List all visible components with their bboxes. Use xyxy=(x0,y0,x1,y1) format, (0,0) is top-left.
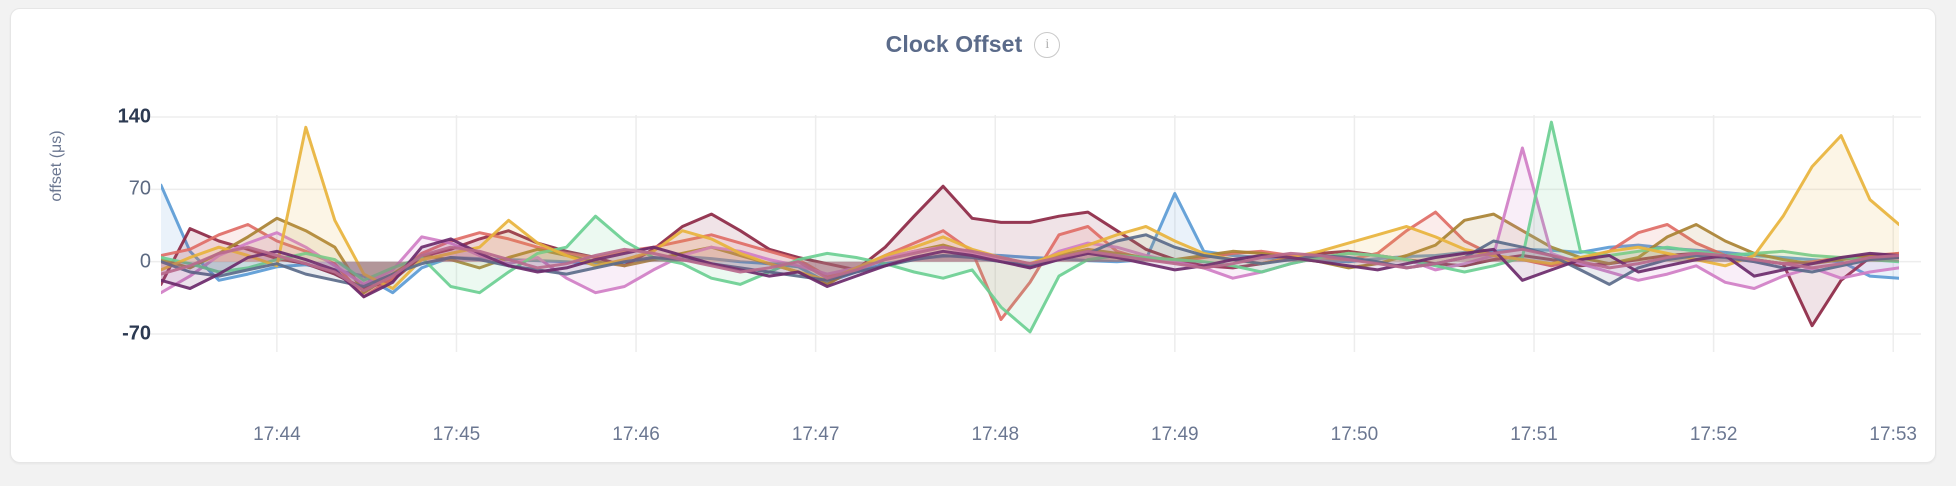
clock-offset-line-chart xyxy=(147,115,1921,352)
x-tick-label: 17:53 xyxy=(1869,424,1917,445)
y-tick-label: 70 xyxy=(128,177,151,200)
x-tick-label: 17:49 xyxy=(1151,424,1199,445)
x-tick-label: 17:45 xyxy=(432,424,481,445)
x-tick-label: 17:50 xyxy=(1330,424,1379,445)
y-tick-label: -70 xyxy=(122,322,151,345)
x-tick-label: 17:44 xyxy=(253,424,301,445)
y-tick-label: 0 xyxy=(139,250,151,273)
x-tick-label: 17:46 xyxy=(612,424,660,445)
card-header: Clock Offset i xyxy=(11,31,1935,58)
x-tick-label: 17:48 xyxy=(971,424,1020,445)
info-icon[interactable]: i xyxy=(1034,31,1061,58)
chart-area: offset (μs) 140 70 0 -70 17:44 17:45 17:46 17:… xyxy=(11,9,1937,464)
x-tick-label: 17:51 xyxy=(1510,424,1558,445)
x-tick-label: 17:47 xyxy=(791,424,840,445)
page-title: Clock Offset xyxy=(885,31,1023,57)
y-tick-label: 140 xyxy=(117,105,151,128)
clock-offset-card: Clock Offset i offset (μs) 140 70 0 -70 17:… xyxy=(10,8,1936,463)
x-tick-label: 17:52 xyxy=(1689,424,1738,445)
y-axis-ticks: 140 70 0 -70 xyxy=(11,9,151,464)
